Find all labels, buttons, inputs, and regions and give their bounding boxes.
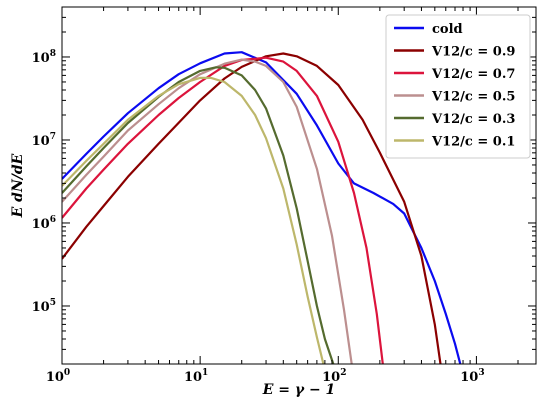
- plot-frame: [61, 6, 537, 365]
- y-tick-label: 107: [32, 132, 56, 149]
- y-axis-title: E dN/dE: [10, 153, 26, 218]
- series-line-0: [62, 51, 462, 364]
- y-tick-base: 10: [32, 217, 50, 232]
- x-axis-title: E = γ − 1: [262, 382, 336, 398]
- y-tick-exponent: 5: [50, 298, 56, 308]
- x-tick-exponent: 2: [340, 368, 346, 378]
- y-tick-label: 105: [32, 298, 56, 315]
- x-tick-base: 10: [184, 370, 202, 385]
- x-tick-base: 10: [46, 370, 64, 385]
- legend-label-0: cold: [432, 22, 463, 37]
- series-line-2: [62, 56, 384, 364]
- series-layer: [62, 51, 462, 364]
- series-line-5: [62, 76, 325, 364]
- y-tick-base: 10: [32, 300, 50, 315]
- x-tick-label: 102: [322, 368, 346, 385]
- legend-label-1: V12/c = 0.9: [431, 45, 515, 60]
- x-tick-base: 10: [460, 370, 478, 385]
- y-tick-base: 10: [32, 134, 50, 149]
- series-line-3: [62, 58, 353, 364]
- y-tick-exponent: 7: [50, 132, 56, 142]
- y-tick-exponent: 8: [50, 49, 56, 59]
- legend-label-3: V12/c = 0.5: [431, 90, 515, 105]
- legend-label-5: V12/c = 0.1: [431, 135, 515, 150]
- series-line-1: [62, 52, 442, 364]
- legend-label-4: V12/c = 0.3: [431, 112, 515, 127]
- x-tick-exponent: 0: [64, 368, 70, 378]
- x-tick-exponent: 1: [202, 368, 208, 378]
- y-tick-label: 108: [32, 49, 56, 66]
- x-tick-base: 10: [322, 370, 340, 385]
- x-tick-exponent: 3: [478, 368, 484, 378]
- y-tick-base: 10: [32, 51, 50, 66]
- x-tick-label: 103: [460, 368, 484, 385]
- legend-label-2: V12/c = 0.7: [431, 67, 515, 82]
- y-tick-exponent: 6: [50, 215, 56, 225]
- y-tick-label: 106: [32, 215, 56, 232]
- series-line-4: [62, 66, 335, 364]
- legend: cold V12/c = 0.9 V12/c = 0.7 V12/c = 0.5 V12…: [385, 14, 531, 159]
- x-tick-label: 100: [46, 368, 70, 385]
- x-tick-label: 101: [184, 368, 208, 385]
